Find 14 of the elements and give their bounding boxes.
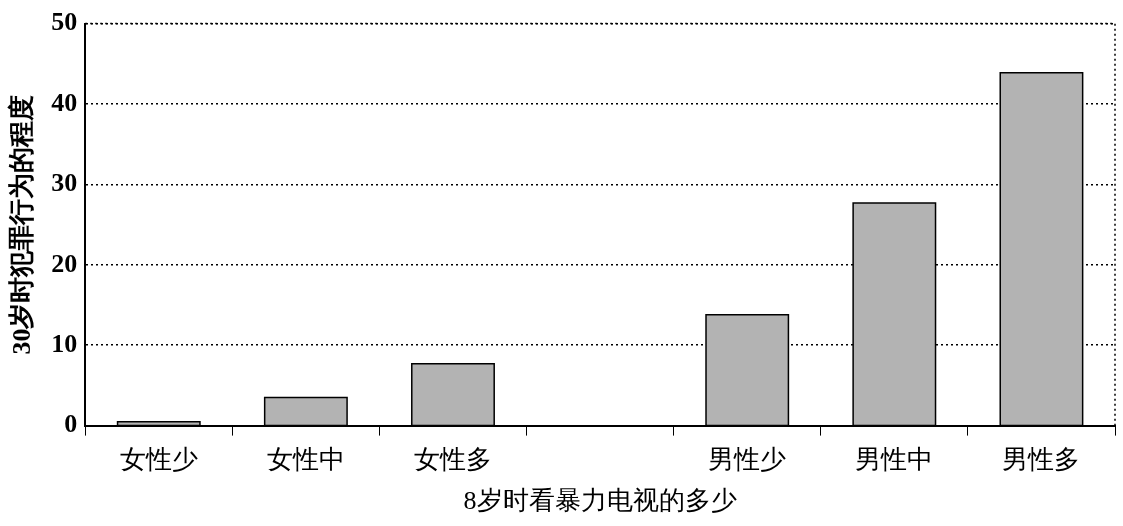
x-axis-title: 8岁时看暴力电视的多少 — [463, 486, 737, 516]
y-tick-label: 30 — [51, 168, 78, 198]
y-tick-label: 10 — [51, 328, 78, 358]
y-tick-label: 50 — [51, 7, 78, 37]
x-tick-label: 男性少 — [708, 445, 787, 475]
x-tick-label: 女性多 — [413, 445, 492, 475]
x-tick-label: 女性少 — [119, 445, 198, 475]
x-tick-label: 女性中 — [266, 445, 345, 475]
x-tick-label: 男性中 — [855, 445, 934, 475]
y-tick-label: 20 — [51, 248, 78, 278]
y-axis-title: 30岁时犯罪行为的程度 — [7, 94, 37, 355]
y-tick-label: 0 — [64, 409, 78, 439]
x-tick-label: 男性多 — [1002, 445, 1081, 475]
y-tick-label: 40 — [51, 87, 78, 117]
